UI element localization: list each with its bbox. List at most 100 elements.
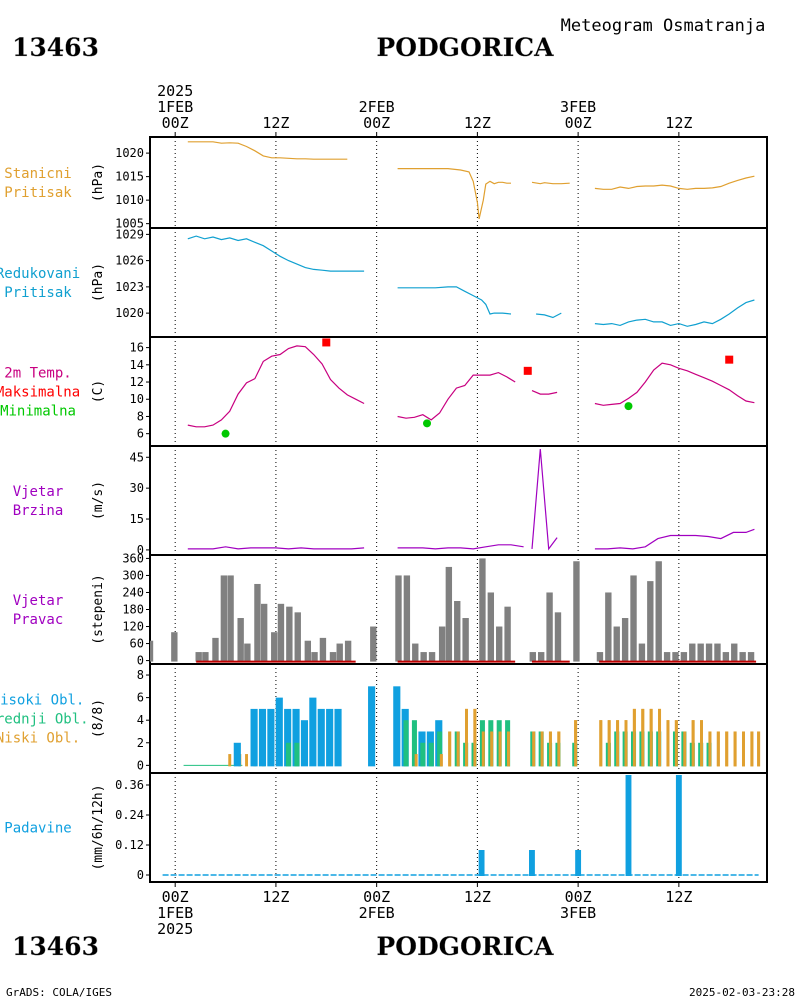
panel-content [187, 338, 755, 438]
y-tick-label: 360 [122, 551, 144, 565]
y-tick-label: 0 [137, 543, 144, 557]
y-tick-label: 0.36 [115, 778, 144, 792]
panel-label: Pritisak [4, 185, 72, 201]
series-line [397, 168, 511, 220]
low-cloud-bar [557, 731, 561, 767]
wind-direction-bar [672, 652, 679, 662]
wind-direction-bar [496, 626, 503, 662]
y-axis-label: (mm/6h/12h) [91, 784, 106, 870]
precip-bar [625, 775, 632, 876]
panel-label: Visoki Obl. [0, 693, 84, 709]
bottom-time-label: 3FEB [560, 904, 596, 922]
wind-direction-bar [395, 575, 402, 662]
bottom-time-label: 12Z [464, 888, 491, 906]
wind-direction-bar [663, 652, 671, 662]
bottom-time-label: 2025 [157, 920, 193, 938]
low-cloud-bar [532, 731, 536, 767]
low-cloud-bar [708, 731, 712, 767]
low-cloud-bar [733, 731, 737, 767]
y-tick-label: 1020 [115, 146, 144, 160]
panel-label: Padavine [4, 821, 71, 837]
footer-timestamp: 2025-02-03-23:28 [689, 986, 795, 999]
wind-direction-bar [344, 640, 352, 662]
wind-direction-bar [504, 606, 511, 662]
y-tick-label: 4 [137, 713, 144, 727]
wind-direction-bar [428, 652, 436, 662]
wind-direction-bar [739, 652, 746, 662]
panel-wind_direction: 0 60 120 180 240 300 360 (stepeni) Vjetar Pravac [13, 551, 768, 668]
low-cloud-bar [414, 754, 418, 767]
series-line [594, 362, 755, 406]
series-line [187, 235, 365, 272]
top-time-label: 00Z [162, 114, 189, 132]
mid-cloud-bar [437, 731, 443, 767]
y-tick-label: 0.12 [115, 838, 144, 852]
series-line [531, 448, 558, 551]
y-axis-label: (C) [91, 380, 106, 403]
y-tick-label: 15 [130, 512, 144, 526]
y-tick-label: 8 [137, 668, 144, 682]
y-tick-label: 180 [122, 603, 144, 617]
low-cloud-bar [490, 731, 494, 767]
high-cloud-bar [258, 708, 267, 767]
y-axis-label: (m/s) [91, 481, 106, 520]
wind-direction-bar [329, 652, 337, 662]
low-cloud-bar [683, 731, 687, 767]
wind-direction-bar [202, 652, 209, 662]
panel-label: Pravac [13, 612, 64, 628]
wind-direction-bar [319, 637, 327, 662]
low-cloud-bar [674, 720, 678, 767]
wind-direction-bar [554, 612, 562, 662]
high-cloud-bar [284, 708, 292, 767]
wind-direction-bar [731, 643, 738, 662]
y-tick-label: 60 [130, 637, 144, 651]
wind-direction-bar [271, 632, 278, 662]
top-time-label: 00Z [363, 114, 390, 132]
wind-direction-bar [370, 626, 377, 662]
low-cloud-bar [750, 731, 754, 767]
y-axis-label: (8/8) [91, 699, 106, 738]
top-time-label: 12Z [464, 114, 491, 132]
wind-direction-bar [311, 652, 318, 662]
wind-direction-bar [445, 566, 453, 662]
low-cloud-bar [548, 731, 552, 767]
series-line [187, 345, 365, 428]
wind-direction-bar [529, 652, 536, 662]
panel-content [183, 686, 761, 767]
y-tick-label: 2 [137, 736, 144, 750]
wind-direction-bar [705, 643, 713, 662]
wind-direction-bar [638, 643, 646, 662]
wind-direction-bar [621, 618, 629, 662]
high-cloud-bar [309, 697, 317, 767]
mid-cloud-bar [403, 720, 409, 767]
y-tick-label: 8 [137, 409, 144, 423]
tmax-marker [523, 366, 532, 375]
low-cloud-bar [691, 720, 695, 767]
precip-bar [575, 850, 582, 876]
series-line [187, 546, 365, 550]
low-cloud-bar [624, 720, 628, 767]
mid-cloud-bar [411, 720, 417, 767]
low-cloud-bar [228, 754, 232, 767]
y-tick-label: 14 [130, 358, 144, 372]
bottom-time-label: 00Z [565, 888, 592, 906]
panel-frame [149, 772, 768, 883]
y-tick-label: 120 [122, 620, 144, 634]
wind-direction-bar [260, 603, 268, 662]
panel-label: Maksimalna [0, 385, 80, 401]
bottom-time-label: 00Z [363, 888, 390, 906]
y-axis-label: (stepeni) [91, 574, 106, 644]
low-cloud-bar [540, 731, 544, 767]
panel-label: Pritisak [4, 285, 72, 301]
low-cloud-bar [245, 754, 249, 767]
y-tick-label: 0.24 [115, 808, 144, 822]
low-cloud-bar [757, 731, 761, 767]
low-cloud-bar [456, 731, 460, 767]
panel-content [162, 775, 759, 876]
panel-label: Redukovani [0, 266, 80, 282]
product-title: Meteogram Osmatranja [561, 16, 766, 36]
wind-direction-bar [655, 561, 662, 662]
y-axis-label: (hPa) [91, 263, 106, 302]
y-tick-label: 1026 [115, 254, 144, 268]
